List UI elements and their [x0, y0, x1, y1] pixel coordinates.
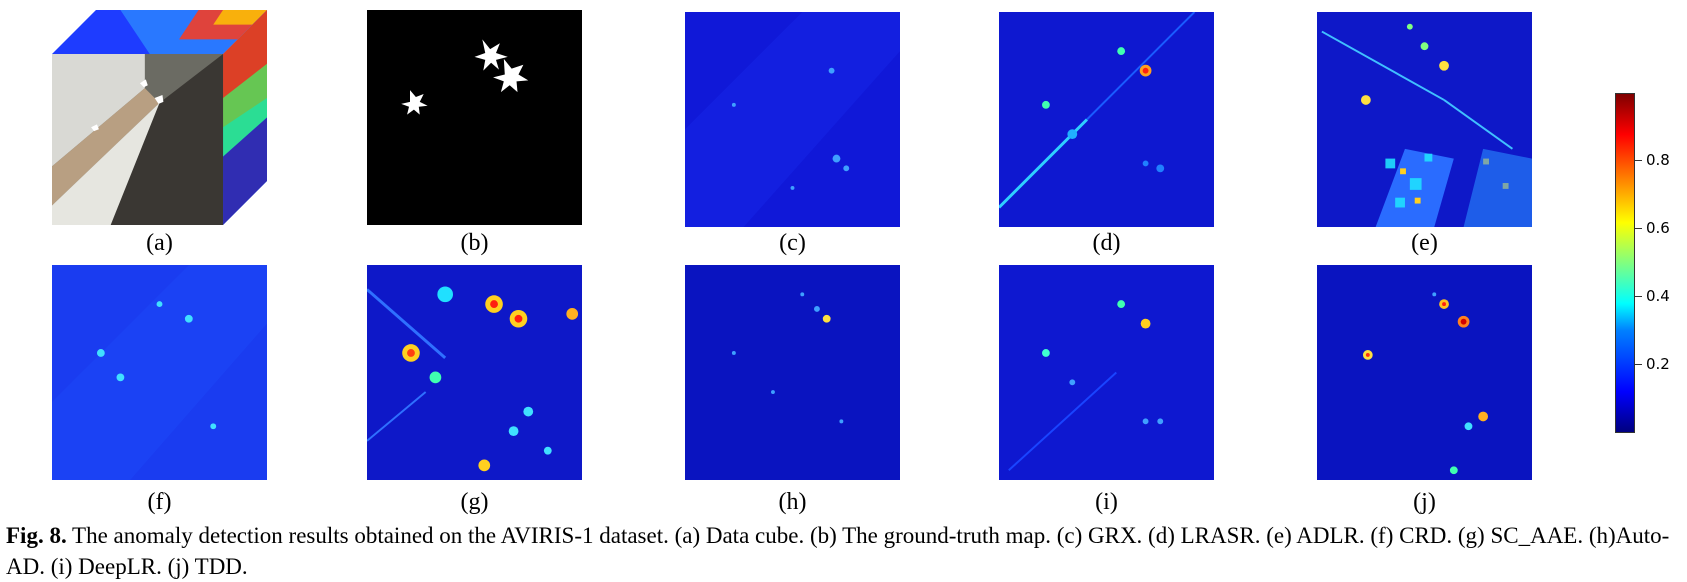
panel-h-auto-ad — [685, 265, 900, 480]
panel-label: (i) — [1095, 489, 1118, 515]
panel-f-crd — [52, 265, 267, 480]
panel-label: (f) — [147, 489, 172, 515]
colorbar-tick — [1634, 228, 1642, 229]
panel-label: (c) — [779, 230, 806, 256]
panel-label: (a) — [146, 230, 173, 256]
panel-label: (j) — [1413, 489, 1436, 515]
figure-caption: Fig. 8. The anomaly detection results ob… — [6, 520, 1681, 582]
colorbar-tick-label: 0.8 — [1646, 151, 1670, 169]
colorbar — [1615, 93, 1635, 433]
colorbar-tick-label: 0.6 — [1646, 219, 1670, 237]
colorbar-tick-label: 0.2 — [1646, 355, 1670, 373]
panel-label: (h) — [778, 489, 807, 515]
panel-label: (b) — [460, 230, 489, 256]
figure-number: Fig. 8. — [6, 523, 67, 548]
colorbar-tick-label: 0.4 — [1646, 287, 1670, 305]
caption-text: The anomaly detection results obtained o… — [6, 523, 1670, 579]
colorbar-tick — [1634, 160, 1642, 161]
panel-label: (g) — [460, 489, 489, 515]
panel-j-tdd — [1317, 265, 1532, 480]
panel-e-adlr — [1317, 12, 1532, 227]
colorbar-tick — [1634, 296, 1642, 297]
panel-label: (d) — [1092, 230, 1121, 256]
panel-c-grx — [685, 12, 900, 227]
panel-b-ground-truth — [367, 10, 582, 225]
colorbar-tick — [1634, 364, 1642, 365]
panel-label: (e) — [1411, 230, 1438, 256]
panel-d-lrasr — [999, 12, 1214, 227]
panel-i-deeplr — [999, 265, 1214, 480]
panel-g-sc-aae — [367, 265, 582, 480]
panel-a-data-cube — [52, 10, 267, 225]
